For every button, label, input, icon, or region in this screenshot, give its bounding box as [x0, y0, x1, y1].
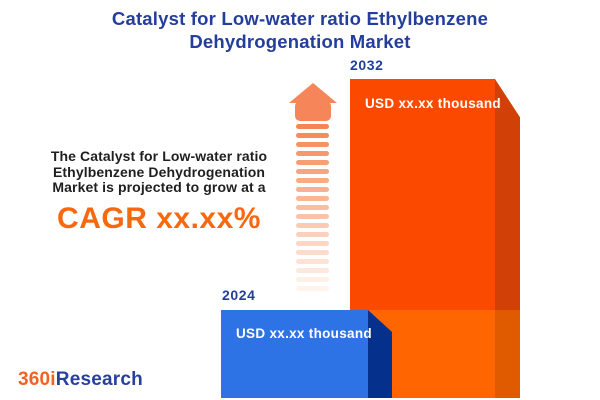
arrow-stripe [296, 268, 329, 273]
annotation-line3: Market is projected to grow at a [52, 179, 266, 195]
bar-2024-value-label: USD xx.xx thousand [236, 326, 372, 341]
growth-arrow-icon [289, 83, 337, 103]
page-title: Catalyst for Low-water ratio Ethylbenzen… [0, 7, 600, 53]
arrow-stripe [296, 124, 329, 129]
arrow-stripe [296, 142, 329, 147]
arrow-stripe [296, 277, 329, 282]
arrow-stripe [296, 187, 329, 192]
arrow-stripe [296, 259, 329, 264]
bar-2032-year-label: 2032 [350, 57, 384, 73]
bar-2024-year-label: 2024 [222, 287, 256, 303]
brand-logo-360i: 360i [18, 369, 56, 390]
annotation-line2: Ethylbenzene Dehydrogenation [52, 163, 266, 180]
brand-logo-research: Research [55, 369, 143, 390]
arrow-stripe [296, 196, 329, 201]
bar-2032-side-3d [495, 79, 520, 398]
arrow-stripe [296, 223, 329, 228]
arrow-stripe [296, 232, 329, 237]
page-title-line2: Dehydrogenation Market [189, 31, 411, 52]
cagr-value: CAGR xx.xx% [57, 201, 261, 235]
arrow-stripe [296, 214, 329, 219]
arrow-stripe [296, 286, 329, 291]
arrow-stripe [296, 241, 329, 246]
brand-logo: 360iResearch [18, 369, 143, 391]
bar-2032-value-label: USD xx.xx thousand [365, 96, 501, 111]
arrow-stripe [296, 133, 329, 138]
arrow-stripe [296, 178, 329, 183]
growth-annotation: The Catalyst for Low-water ratio Ethylbe… [30, 148, 288, 235]
page-title-line1: Catalyst for Low-water ratio Ethylbenzen… [111, 8, 489, 29]
arrow-stripe [296, 169, 329, 174]
bar-2024 [221, 310, 368, 398]
arrow-stripe [296, 151, 329, 156]
arrow-stripe [296, 160, 329, 165]
growth-arrow-stripes [296, 124, 329, 291]
annotation-line1: The Catalyst for Low-water ratio [50, 148, 268, 164]
growth-arrow-neck [295, 101, 331, 121]
arrow-stripe [296, 250, 329, 255]
arrow-stripe [296, 205, 329, 210]
